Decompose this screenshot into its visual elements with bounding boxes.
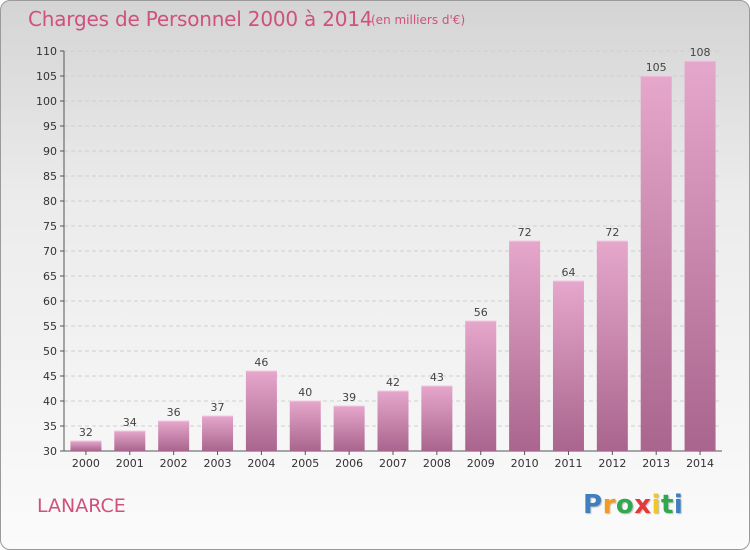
x-tick-label: 2012 (598, 457, 626, 470)
y-tick-label: 105 (36, 70, 57, 83)
bar-value-label: 36 (167, 406, 181, 419)
bar (377, 391, 409, 451)
y-tick-label: 55 (43, 320, 57, 333)
bars (70, 60, 716, 451)
y-tick-label: 45 (43, 370, 57, 383)
bar-value-label: 105 (646, 61, 667, 74)
x-tick-label: 2001 (116, 457, 144, 470)
x-tick-label: 2009 (467, 457, 495, 470)
bar (640, 76, 672, 451)
y-tick-label: 80 (43, 195, 57, 208)
y-tick-label: 110 (36, 45, 57, 58)
y-tick-label: 50 (43, 345, 57, 358)
bar (509, 241, 541, 451)
x-tick-label: 2008 (423, 457, 451, 470)
bar (465, 321, 497, 451)
bar-value-label: 37 (211, 401, 225, 414)
bar-value-label: 108 (690, 46, 711, 59)
y-tick-label: 40 (43, 395, 57, 408)
y-tick-label: 70 (43, 245, 57, 258)
x-tick-label: 2005 (291, 457, 319, 470)
logo-letter: r (602, 490, 616, 520)
bar-value-label: 40 (298, 386, 312, 399)
x-tick-label: 2000 (72, 457, 100, 470)
proxiti-logo: Proxiti (583, 490, 683, 520)
x-tick-label: 2011 (554, 457, 582, 470)
y-tick-label: 85 (43, 170, 57, 183)
bar (684, 61, 716, 451)
bar-value-label: 64 (561, 266, 575, 279)
bar-value-label: 46 (254, 356, 268, 369)
bar (333, 406, 365, 451)
y-tick-label: 100 (36, 95, 57, 108)
bar-value-label: 42 (386, 376, 400, 389)
x-tick-label: 2003 (204, 457, 232, 470)
bar-value-label: 34 (123, 416, 137, 429)
logo-letter: t (660, 490, 674, 520)
bar (596, 241, 628, 451)
y-tick-label: 65 (43, 270, 57, 283)
y-tick-label: 90 (43, 145, 57, 158)
bar (158, 421, 190, 451)
bar-value-label: 32 (79, 426, 93, 439)
logo-letter: P (583, 490, 603, 520)
bar (552, 281, 584, 451)
bar-value-label: 72 (518, 226, 532, 239)
x-tick-label: 2002 (160, 457, 188, 470)
y-tick-label: 35 (43, 420, 57, 433)
logo-letter: o (615, 490, 635, 520)
bar (70, 441, 102, 451)
logo-letter: i (673, 490, 684, 520)
labels: 30 35 40 45 50 55 60 65 70 75 80 85 90 95 100 105 110 32 2… (36, 45, 714, 470)
y-tick-label: 75 (43, 220, 57, 233)
bar-value-label: 43 (430, 371, 444, 384)
bar (202, 416, 234, 451)
x-tick-label: 2006 (335, 457, 363, 470)
bar (114, 431, 146, 451)
x-tick-label: 2007 (379, 457, 407, 470)
bar-value-label: 56 (474, 306, 488, 319)
chart-subtitle: (en milliers d'€) (371, 13, 466, 27)
bar-value-label: 39 (342, 391, 356, 404)
y-tick-label: 60 (43, 295, 57, 308)
location-name: LANARCE (37, 495, 126, 517)
x-tick-label: 2010 (511, 457, 539, 470)
bar (421, 386, 453, 451)
x-tick-label: 2014 (686, 457, 714, 470)
x-tick-label: 2004 (247, 457, 275, 470)
bar-value-label: 72 (605, 226, 619, 239)
y-tick-label: 30 (43, 445, 57, 458)
logo-letter: i (651, 490, 661, 520)
y-tick-label: 95 (43, 120, 57, 133)
bar (289, 401, 321, 451)
bar (245, 371, 277, 451)
logo-letter: x (634, 490, 652, 520)
chart-title: Charges de Personnel 2000 à 2014 (28, 7, 373, 31)
x-tick-label: 2013 (642, 457, 670, 470)
